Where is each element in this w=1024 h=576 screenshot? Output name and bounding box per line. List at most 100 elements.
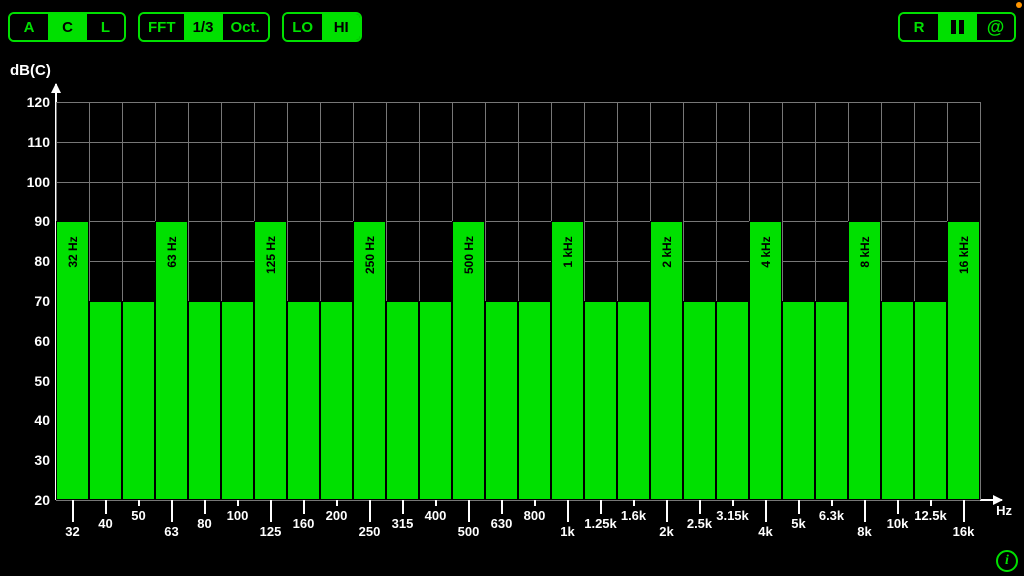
- spectrum-bar[interactable]: [716, 301, 749, 500]
- range-option-lo[interactable]: LO: [284, 14, 322, 40]
- spectrum-bar[interactable]: [89, 301, 122, 500]
- spectrum-bar[interactable]: [485, 301, 518, 500]
- x-tick-label: 315: [392, 516, 414, 531]
- spectrum-bar[interactable]: 32 Hz: [56, 221, 89, 500]
- x-tick-label: 32: [65, 524, 79, 539]
- weighting-option-l[interactable]: L: [86, 14, 124, 40]
- x-tick-mark: [369, 500, 371, 522]
- spectrum-bar[interactable]: 2 kHz: [650, 221, 683, 500]
- x-tick-mark: [336, 500, 338, 506]
- x-tick-mark: [600, 500, 602, 514]
- spectrum-bar[interactable]: [386, 301, 419, 500]
- x-tick-label: 50: [131, 508, 145, 523]
- x-tick-label: 160: [293, 516, 315, 531]
- x-tick-mark: [930, 500, 932, 506]
- x-tick-label: 10k: [887, 516, 909, 531]
- y-tick-label: 110: [27, 134, 50, 150]
- spectrum-bar[interactable]: [221, 301, 254, 500]
- x-tick-mark: [798, 500, 800, 514]
- y-tick-label: 70: [34, 293, 50, 309]
- x-tick-mark: [963, 500, 965, 522]
- x-tick-mark: [765, 500, 767, 522]
- spectrum-bar[interactable]: [287, 301, 320, 500]
- snapshot-button[interactable]: @: [976, 14, 1014, 40]
- x-tick-mark: [864, 500, 866, 522]
- mode-option-oct[interactable]: Oct.: [222, 14, 268, 40]
- x-tick-mark: [501, 500, 503, 514]
- toolbar: ACL FFT1/3Oct. LOHI R @: [8, 12, 1016, 42]
- x-tick-mark: [567, 500, 569, 522]
- spectrum-bar[interactable]: [188, 301, 221, 500]
- bar-freq-label: 2 kHz: [660, 237, 674, 268]
- spectrum-bar[interactable]: 1 kHz: [551, 221, 584, 500]
- x-tick-label: 400: [425, 508, 447, 523]
- bar-freq-label: 500 Hz: [462, 236, 476, 274]
- x-tick-mark: [303, 500, 305, 514]
- x-tick-label: 80: [197, 516, 211, 531]
- spectrum-bar[interactable]: 16 kHz: [947, 221, 980, 500]
- x-tick-mark: [72, 500, 74, 522]
- x-tick-mark: [699, 500, 701, 514]
- gridline-h: [56, 500, 980, 501]
- spectrum-bar[interactable]: [419, 301, 452, 500]
- plot-area: Hz 203040506070809010011012032 Hz63 Hz12…: [56, 102, 980, 500]
- y-axis-label: dB(C): [10, 62, 51, 79]
- x-tick-mark: [138, 500, 140, 506]
- x-tick-mark: [732, 500, 734, 506]
- bar-freq-label: 125 Hz: [264, 236, 278, 274]
- x-tick-mark: [534, 500, 536, 506]
- weighting-option-c[interactable]: C: [48, 14, 86, 40]
- spectrum-bar[interactable]: 4 kHz: [749, 221, 782, 500]
- x-tick-label: 40: [98, 516, 112, 531]
- bar-freq-label: 4 kHz: [759, 237, 773, 268]
- x-tick-mark: [831, 500, 833, 506]
- mode-option-13[interactable]: 1/3: [184, 14, 222, 40]
- record-button[interactable]: R: [900, 14, 938, 40]
- spectrum-bar[interactable]: 250 Hz: [353, 221, 386, 500]
- y-tick-label: 30: [34, 452, 50, 468]
- spectrum-bar[interactable]: [815, 301, 848, 500]
- x-tick-label: 2.5k: [687, 516, 712, 531]
- y-tick-label: 80: [34, 253, 50, 269]
- info-button[interactable]: i: [996, 550, 1018, 572]
- x-tick-label: 100: [227, 508, 249, 523]
- spectrum-bar[interactable]: [881, 301, 914, 500]
- y-tick-label: 20: [34, 492, 50, 508]
- spectrum-bar[interactable]: 500 Hz: [452, 221, 485, 500]
- x-tick-mark: [666, 500, 668, 522]
- bar-freq-label: 8 kHz: [858, 237, 872, 268]
- spectrum-bar[interactable]: 8 kHz: [848, 221, 881, 500]
- x-tick-label: 1.25k: [584, 516, 617, 531]
- spectrum-bar[interactable]: [782, 301, 815, 500]
- spectrum-bar[interactable]: [518, 301, 551, 500]
- spectrum-bar[interactable]: [914, 301, 947, 500]
- mode-selector: FFT1/3Oct.: [138, 12, 270, 42]
- y-tick-label: 60: [34, 333, 50, 349]
- spectrum-bar[interactable]: 63 Hz: [155, 221, 188, 500]
- gridline-v: [980, 102, 981, 500]
- pause-icon: [951, 20, 964, 34]
- y-tick-label: 100: [27, 174, 50, 190]
- spectrum-bar[interactable]: [320, 301, 353, 500]
- right-controls: R @: [898, 12, 1016, 42]
- x-tick-label: 200: [326, 508, 348, 523]
- x-tick-mark: [633, 500, 635, 506]
- x-tick-mark: [897, 500, 899, 514]
- x-axis-unit: Hz: [996, 503, 1012, 518]
- x-tick-mark: [105, 500, 107, 514]
- mode-option-fft[interactable]: FFT: [140, 14, 184, 40]
- range-option-hi[interactable]: HI: [322, 14, 360, 40]
- x-tick-label: 2k: [659, 524, 673, 539]
- y-tick-label: 50: [34, 373, 50, 389]
- weighting-option-a[interactable]: A: [10, 14, 48, 40]
- spectrum-bar[interactable]: 125 Hz: [254, 221, 287, 500]
- pause-button[interactable]: [938, 14, 976, 40]
- bar-freq-label: 250 Hz: [363, 236, 377, 274]
- x-tick-label: 500: [458, 524, 480, 539]
- spectrum-bar[interactable]: [122, 301, 155, 500]
- x-tick-label: 12.5k: [914, 508, 947, 523]
- spectrum-bar[interactable]: [584, 301, 617, 500]
- spectrum-bar[interactable]: [617, 301, 650, 500]
- x-tick-label: 800: [524, 508, 546, 523]
- spectrum-bar[interactable]: [683, 301, 716, 500]
